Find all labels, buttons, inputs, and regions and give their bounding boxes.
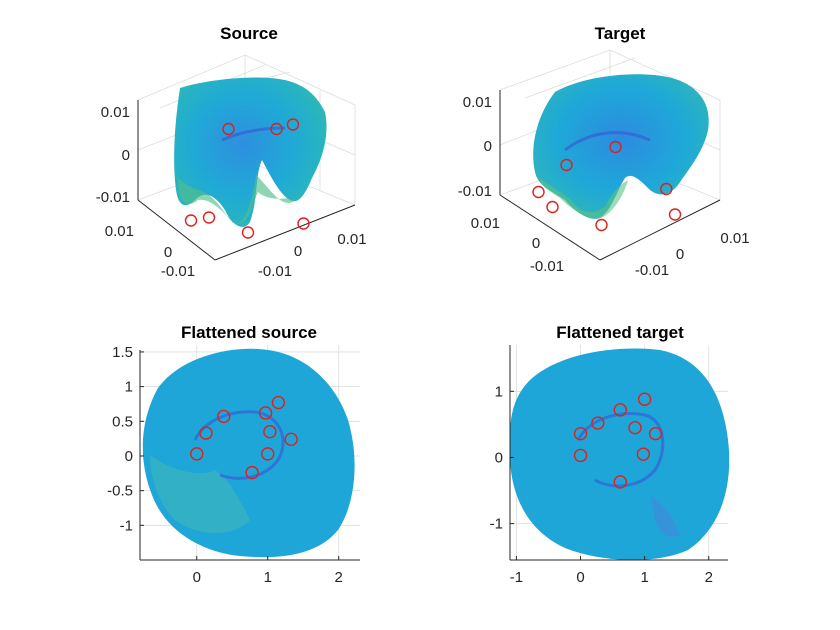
markers-flattened-target [573,392,663,489]
y-tick-label: 0 [125,448,133,465]
surface-groove-target [564,131,651,152]
y-tick-label: 0 [495,449,503,466]
markers-flattened-source [190,395,298,480]
x-tick-label: 0.01 [720,230,749,247]
landmark-marker [591,416,605,430]
landmark-marker [217,409,231,424]
panel-flattened-source: Flattened source 0 1 2 1.5 1 0.5 0 -0.5 -1 [107,323,360,586]
tick-labels-source: 0.01 0 -0.01 0.01 0 -0.01 -0.01 0 0.01 [96,104,367,280]
surface-groove-source [221,126,286,142]
landmark-marker [573,426,588,441]
y-tick-label: -1 [490,516,503,533]
landmark-marker [222,122,235,136]
y-tick-label: 0 [164,244,172,261]
z-tick-label: 0.01 [463,94,492,111]
x-tick-label: 1 [264,569,272,586]
landmark-marker [636,447,651,461]
surface-source [174,77,327,227]
y-axis-source [137,199,216,261]
y-tick-label: 1.5 [112,344,133,361]
landmark-marker [284,432,298,447]
x-axis-target [599,199,721,261]
landmark-marker [573,448,588,463]
x-tick-label: 2 [705,569,713,586]
x-tick-label: 0.01 [337,231,366,248]
y-tick-label: 1 [495,383,503,400]
chart-title-flattened-source: Flattened source [181,323,317,342]
landmark-marker [263,424,277,439]
landmark-marker [286,118,300,131]
y-tick-label: -0.01 [530,258,564,275]
flattened-region-target [509,348,730,560]
landmark-marker [648,426,663,441]
tick-labels-target: 0.01 0 -0.01 0.01 0 -0.01 -0.01 0 0.01 [458,94,750,279]
landmark-marker [270,122,283,136]
landmark-marker [613,403,627,417]
landmark-marker [637,392,652,406]
landmark-marker [184,214,198,227]
z-tick-label: -0.01 [96,189,130,206]
z-tick-label: 0 [484,138,492,155]
landmark-marker [609,140,622,154]
y-tick-label: 0.5 [112,413,133,430]
panel-target: Target 0.01 0 -0.01 0.01 0 -0.01 -0.01 0… [458,24,750,279]
landmark-marker [199,426,213,440]
x-tick-label: 0 [676,246,684,263]
panel-source: Source 0.01 0 -0.01 0.01 0 -0.01 -0.01 0… [96,24,367,280]
landmark-marker [560,158,573,172]
landmark-marker [532,185,545,199]
x-tick-label: -0.01 [258,263,292,280]
chart-title-source: Source [220,24,278,43]
z-tick-label: -0.01 [458,183,492,200]
landmark-marker [190,447,204,461]
markers-target [532,140,682,232]
y-tick-label: 0.01 [105,223,134,240]
tick-labels-flattened-target: -1 0 1 2 1 0 -1 [490,383,713,586]
chart-title-flattened-target: Flattened target [556,323,684,342]
flattened-shade-source [150,455,250,534]
x-tick-label: 0 [576,569,584,586]
landmark-marker [546,200,559,214]
landmark-marker [261,447,275,461]
landmark-marker [202,211,216,224]
panel-flattened-target: Flattened target -1 0 1 2 1 0 -1 [490,323,730,586]
y-axis-target [499,194,601,261]
z-tick-label: 0.01 [101,104,130,121]
x-axis-source [214,204,356,261]
surface-shade-target [540,178,628,219]
x-tick-label: 0 [193,569,201,586]
landmark-marker [258,406,273,420]
y-tick-label: -1 [120,517,133,534]
x-tick-label: 0 [294,243,302,260]
chart-title-target: Target [595,24,646,43]
landmark-marker [660,182,673,196]
x-tick-label: -0.01 [635,262,669,279]
y-tick-label: -0.5 [107,483,133,500]
landmark-marker [595,218,608,232]
flattened-shade-target [650,495,680,537]
landmark-marker [628,420,642,435]
landmark-marker [297,217,310,230]
landmark-marker [668,208,682,221]
surface-shade-source [178,175,302,224]
y-tick-label: 1 [125,379,133,396]
x-tick-label: 2 [335,569,343,586]
x-tick-label: 1 [640,569,648,586]
landmark-marker [241,226,255,239]
landmark-marker [613,475,627,489]
markers-source [184,118,310,239]
landmark-marker [245,465,259,480]
y-tick-label: 0.01 [471,215,500,232]
landmark-marker [271,395,286,410]
flattened-ring-source [193,410,285,480]
tick-labels-flattened-source: 0 1 2 1.5 1 0.5 0 -0.5 -1 [107,344,343,586]
y-tick-label: -0.01 [161,263,195,280]
flattened-region-source [142,348,355,558]
y-tick-label: 0 [532,235,540,252]
z-tick-label: 0 [122,147,130,164]
x-tick-label: -1 [510,569,523,586]
